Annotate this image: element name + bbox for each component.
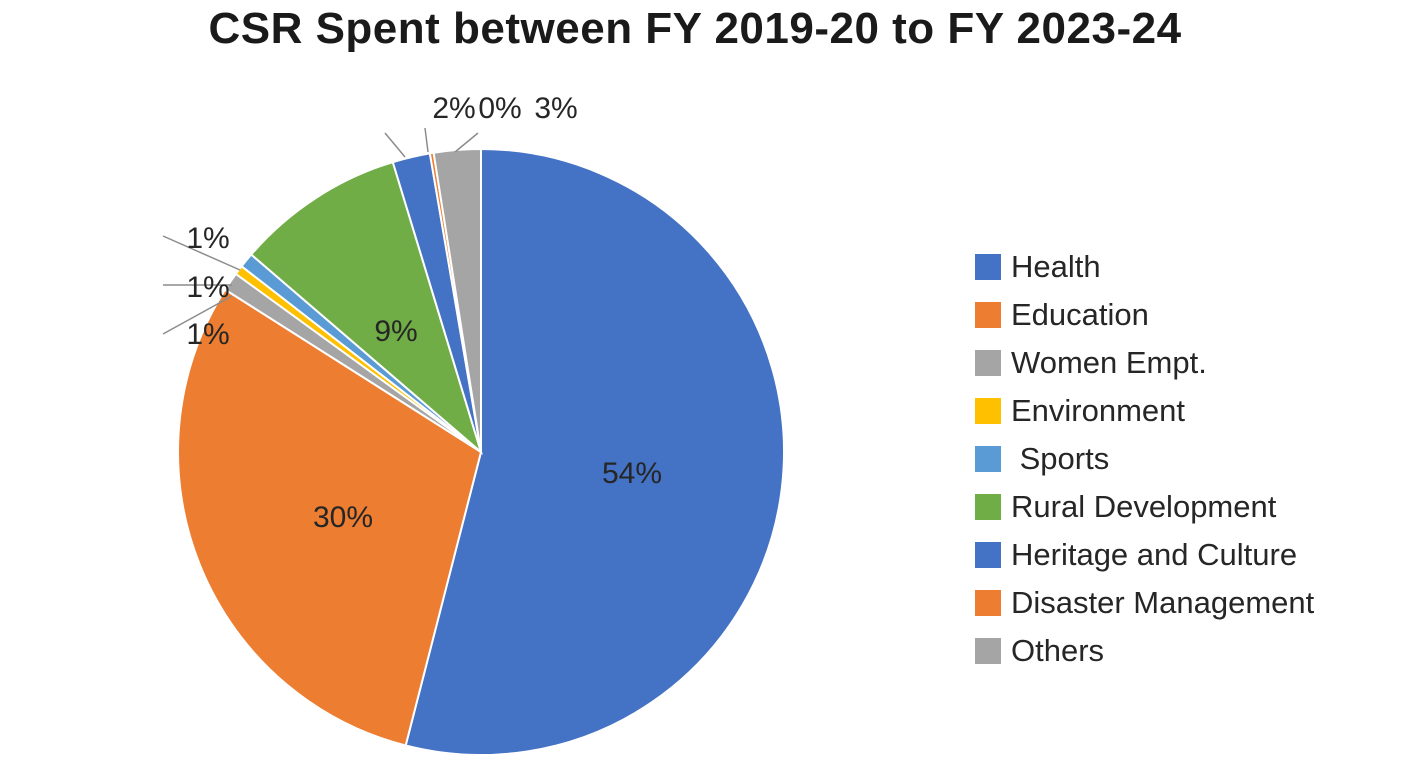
legend-item-heritage-and-culture: Heritage and Culture <box>975 531 1395 579</box>
legend-swatch <box>975 590 1001 616</box>
data-label-women-empt: 1% <box>186 318 229 351</box>
data-label-education: 30% <box>313 501 373 534</box>
data-label-rural-development: 9% <box>374 315 417 348</box>
legend-item-sports: Sports <box>975 435 1395 483</box>
legend-swatch <box>975 350 1001 376</box>
leader-line-others <box>454 132 479 153</box>
pie-slice-health <box>404 147 785 756</box>
pie-slice-education <box>177 288 483 747</box>
leader-line-sports <box>162 235 241 271</box>
data-label-disaster-management: 0% <box>478 92 521 125</box>
legend-swatch <box>975 638 1001 664</box>
legend-item-rural-development: Rural Development <box>975 483 1395 531</box>
legend-item-education: Education <box>975 291 1395 339</box>
legend-swatch <box>975 494 1001 520</box>
chart-title: CSR Spent between FY 2019-20 to FY 2023-… <box>208 4 1182 53</box>
legend-label: Heritage and Culture <box>1011 537 1298 572</box>
leader-line-women-empt <box>162 295 233 335</box>
legend-label: Rural Development <box>1011 489 1277 524</box>
legend-item-health: Health <box>975 243 1395 291</box>
data-label-heritage-and-culture: 2% <box>432 92 475 125</box>
legend-label: Environment <box>1011 393 1186 428</box>
legend-item-disaster-management: Disaster Management <box>975 579 1395 627</box>
legend-label: Sports <box>1011 441 1110 476</box>
data-label-sports: 1% <box>186 222 229 255</box>
data-label-environment: 1% <box>186 271 229 304</box>
legend-label: Women Empt. <box>1011 345 1207 380</box>
legend-item-environment: Environment <box>975 387 1395 435</box>
legend: Health Education Women Empt. Environment Sp… <box>975 243 1395 675</box>
legend-label: Education <box>1011 297 1149 332</box>
leader-line-heritage-and-culture <box>384 132 406 158</box>
legend-swatch <box>975 398 1001 424</box>
legend-label: Disaster Management <box>1011 585 1315 620</box>
data-label-others: 3% <box>534 92 577 125</box>
legend-swatch <box>975 254 1001 280</box>
legend-label: Others <box>1011 633 1105 668</box>
legend-item-others: Others <box>975 627 1395 675</box>
data-label-health: 54% <box>602 457 662 490</box>
pie-slice-rural-development <box>249 160 483 456</box>
legend-item-women-empt: Women Empt. <box>975 339 1395 387</box>
leader-line-disaster-management <box>424 127 429 153</box>
legend-swatch <box>975 446 1001 472</box>
legend-label: Health <box>1011 249 1101 284</box>
legend-swatch <box>975 542 1001 568</box>
legend-swatch <box>975 302 1001 328</box>
